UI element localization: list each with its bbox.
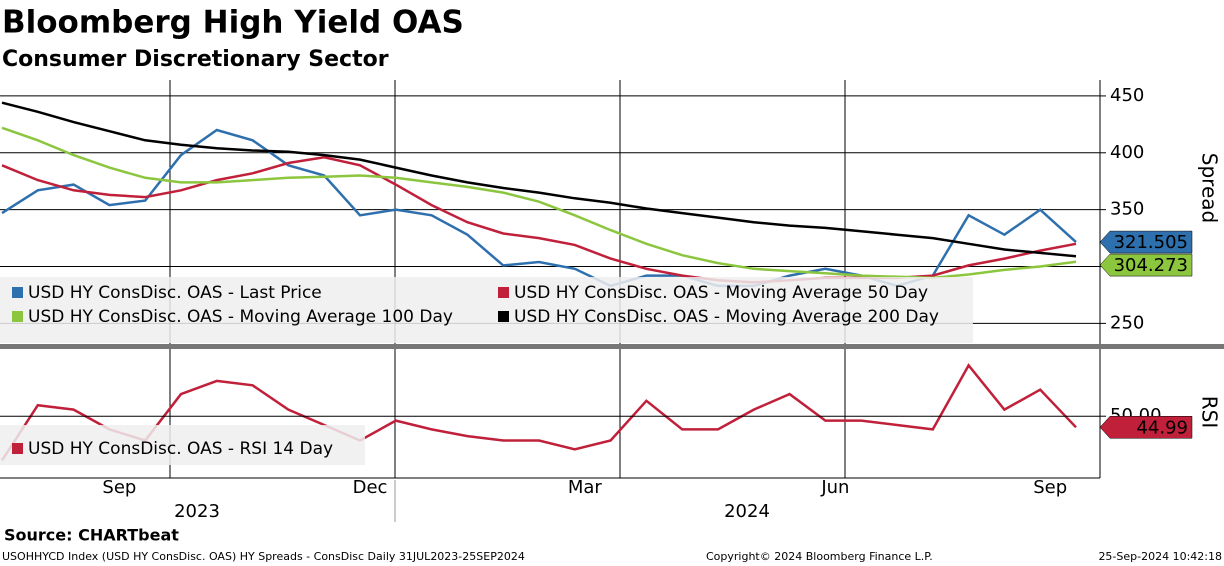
- chart-subtitle: Consumer Discretionary Sector: [2, 47, 389, 72]
- y-axis-label: RSI: [1198, 396, 1222, 429]
- panel-divider: [0, 344, 1224, 349]
- chart-title: Bloomberg High Yield OAS: [2, 5, 464, 41]
- copyright: Copyright© 2024 Bloomberg Finance L.P.: [706, 550, 933, 563]
- value-label: 44.99: [1136, 417, 1188, 438]
- series-line: [1, 101, 1077, 258]
- y-tick-label: 250: [1110, 312, 1144, 333]
- legend-swatch: [12, 311, 23, 322]
- timestamp: 25-Sep-2024 10:42:18: [1098, 550, 1222, 563]
- series-line: [1, 128, 1077, 288]
- value-label: 304.273: [1114, 255, 1188, 276]
- legend-label: USD HY ConsDisc. OAS - Moving Average 10…: [28, 307, 453, 327]
- x-tick-label: Dec: [353, 477, 388, 498]
- legend-box: [0, 425, 365, 465]
- legend-label: USD HY ConsDisc. OAS - Last Price: [28, 283, 322, 303]
- y-tick-label: 450: [1110, 85, 1144, 106]
- x-tick-label: Jun: [820, 477, 849, 498]
- value-label: 321.505: [1114, 232, 1188, 253]
- value-label-box: [1099, 230, 1193, 254]
- legend-label: USD HY ConsDisc. OAS - Moving Average 50…: [514, 283, 928, 303]
- value-label-box: [1099, 416, 1193, 439]
- year-label: 2024: [724, 501, 770, 522]
- legend-swatch: [498, 311, 509, 322]
- legend-box: [0, 277, 973, 343]
- value-label-box: [1099, 253, 1193, 277]
- year-label: 2023: [174, 501, 220, 522]
- source: Source: CHARTbeat: [4, 526, 179, 545]
- footer-description: USOHHYCD Index (USD HY ConsDisc. OAS) HY…: [2, 550, 525, 563]
- legend-swatch: [498, 287, 509, 298]
- series-line: [0, 363, 1077, 461]
- legend-label: USD HY ConsDisc. OAS - Moving Average 20…: [514, 307, 939, 327]
- x-tick-label: Mar: [568, 477, 603, 498]
- legend-swatch: [12, 287, 23, 298]
- legend-swatch: [12, 443, 23, 454]
- x-tick-label: Sep: [1033, 477, 1067, 498]
- x-tick-label: Sep: [102, 477, 136, 498]
- y-tick-label: 400: [1110, 142, 1144, 163]
- legend-label: USD HY ConsDisc. OAS - RSI 14 Day: [28, 439, 333, 459]
- y-axis-label: Spread: [1198, 153, 1222, 223]
- y-tick-label: 350: [1110, 199, 1144, 220]
- series-line: [1, 126, 1077, 280]
